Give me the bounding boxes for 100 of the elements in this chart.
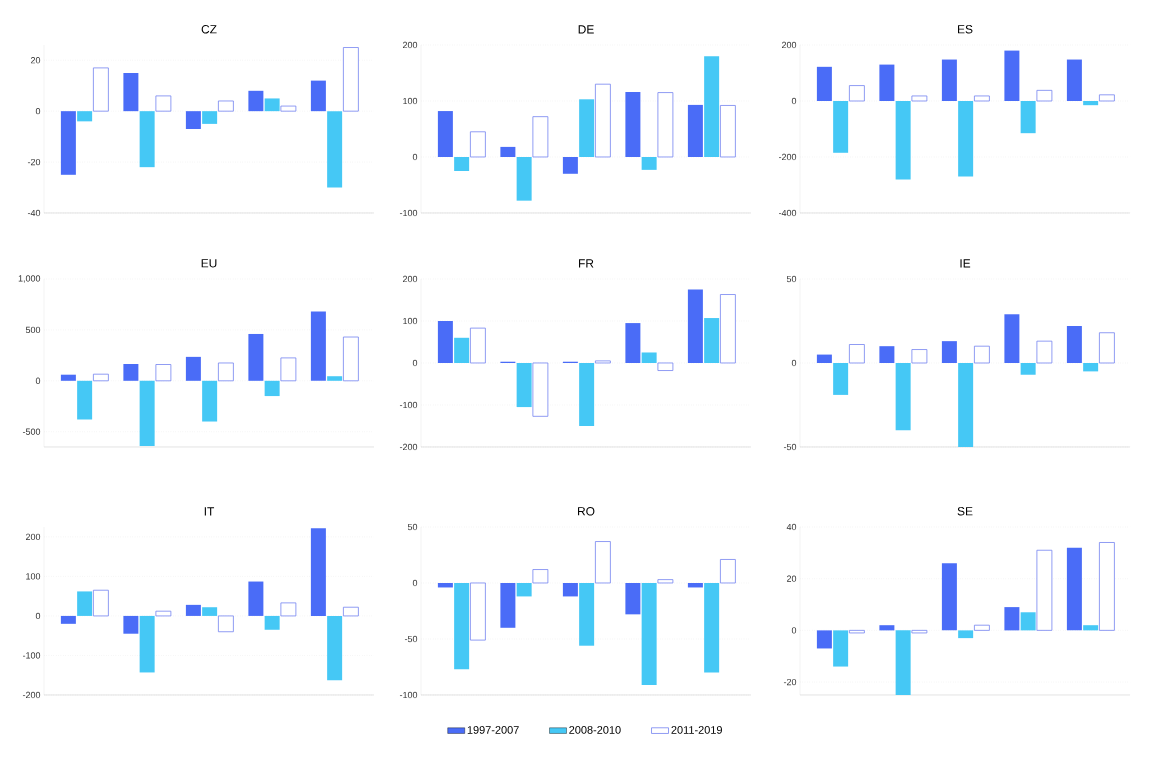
bar <box>202 111 218 124</box>
bar <box>719 105 736 158</box>
legend-label: 2011-2019 <box>671 726 722 734</box>
bar <box>719 294 736 364</box>
bar <box>60 111 76 175</box>
bar <box>1020 612 1036 631</box>
bar <box>879 346 895 363</box>
bar <box>454 156 470 171</box>
bar <box>264 98 280 112</box>
bar <box>437 320 453 363</box>
bar <box>833 100 849 153</box>
bar <box>342 606 359 617</box>
bar <box>958 630 974 639</box>
bar <box>1004 607 1020 631</box>
chart-title: CZ <box>201 25 217 34</box>
y-tick-label: 200 <box>402 275 418 283</box>
bar <box>816 354 832 363</box>
chart-title: IE <box>960 259 971 268</box>
bar <box>848 85 865 102</box>
bar <box>941 563 957 631</box>
bar <box>1036 89 1053 102</box>
y-tick-label: 50 <box>407 523 418 531</box>
bar <box>579 582 595 646</box>
bar <box>327 376 343 381</box>
bar <box>248 581 264 616</box>
bar <box>280 105 297 112</box>
bar <box>139 380 155 446</box>
bar <box>1098 94 1115 102</box>
bar <box>185 111 201 129</box>
bar <box>123 615 139 634</box>
bar <box>1083 625 1099 631</box>
bar <box>155 610 172 617</box>
bar <box>833 362 849 395</box>
bar <box>532 569 549 584</box>
bar <box>941 59 957 101</box>
chart-title: DE <box>578 25 594 34</box>
bar <box>532 116 549 158</box>
bar <box>202 607 218 616</box>
y-tick-label: -100 <box>399 401 418 409</box>
bar <box>139 615 155 673</box>
bar <box>60 615 76 624</box>
bar <box>327 615 343 681</box>
bar <box>1066 547 1082 631</box>
bar <box>155 364 172 382</box>
bar <box>879 625 895 631</box>
bar <box>60 374 76 381</box>
y-tick-label: -400 <box>778 209 797 217</box>
bar <box>1004 50 1020 101</box>
y-tick-label: -20 <box>27 158 41 166</box>
bar <box>594 360 611 364</box>
bar <box>687 289 703 363</box>
bar <box>1066 59 1082 101</box>
bar <box>958 362 974 447</box>
bar <box>202 380 218 422</box>
y-tick-label: 500 <box>25 326 41 334</box>
bar <box>657 362 674 371</box>
y-tick-label: -500 <box>22 428 41 435</box>
bar <box>641 352 657 363</box>
bar <box>1004 314 1020 363</box>
bar <box>719 559 736 584</box>
bar <box>280 357 297 382</box>
bar <box>469 582 486 641</box>
chart-title: EU <box>201 259 217 268</box>
bar <box>123 364 139 381</box>
bar <box>657 579 674 584</box>
bar <box>342 47 359 112</box>
bar <box>911 629 928 634</box>
y-tick-label: 0 <box>791 359 797 367</box>
bar <box>516 362 532 408</box>
bar <box>579 362 595 426</box>
y-tick-label: -100 <box>399 209 418 217</box>
y-tick-label: -50 <box>783 443 797 451</box>
bar <box>1020 362 1036 375</box>
y-tick-label: 0 <box>35 107 41 115</box>
bar <box>77 111 93 122</box>
bar <box>1066 326 1082 363</box>
bar <box>594 83 611 158</box>
bar <box>469 131 486 158</box>
bar <box>342 336 359 382</box>
y-tick-label: 40 <box>786 523 797 531</box>
y-tick-label: 200 <box>25 533 41 541</box>
bar <box>516 156 532 201</box>
chart-title: SE <box>957 507 973 516</box>
chart-title: RO <box>578 507 595 516</box>
bar <box>1099 332 1115 364</box>
bar <box>816 630 832 649</box>
chart-title: FR <box>579 259 594 268</box>
y-tick-label: 0 <box>35 612 41 620</box>
chart-title: ES <box>958 25 973 34</box>
bar <box>217 100 234 112</box>
bar <box>848 344 865 364</box>
bar <box>185 356 201 381</box>
bar <box>625 92 641 157</box>
bar <box>77 380 93 420</box>
y-tick-label: 20 <box>786 575 797 582</box>
bar <box>139 111 155 168</box>
bar <box>625 323 641 363</box>
y-tick-label: -200 <box>22 691 41 699</box>
y-tick-label: 0 <box>412 359 418 367</box>
y-tick-label: 50 <box>786 275 797 283</box>
